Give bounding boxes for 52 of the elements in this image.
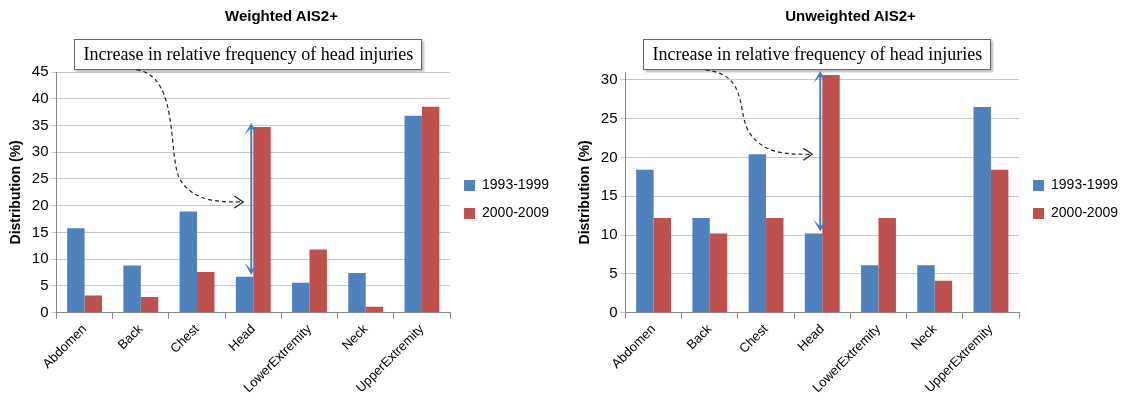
bar (123, 265, 141, 313)
bar (235, 276, 254, 313)
legend-label: 1993-1999 (482, 176, 550, 193)
bar (636, 169, 654, 313)
y-tick-label: 30 (600, 69, 618, 87)
text: Increase in relative frequency of head injuries (643, 39, 992, 70)
bar (67, 228, 85, 313)
y-tick-label: 5 (609, 263, 618, 281)
y-tick-label: 10 (600, 225, 618, 243)
bar (140, 297, 159, 313)
y-tick-label: 15 (31, 222, 49, 240)
y-tick-label: 10 (31, 249, 49, 267)
y-tick-label: 0 (609, 302, 618, 320)
bar (766, 217, 784, 313)
bar (404, 115, 422, 313)
bar (179, 211, 198, 313)
bar (197, 271, 215, 313)
bar (365, 306, 384, 313)
bar (878, 217, 896, 313)
y-tick-label: 25 (600, 108, 618, 126)
bar (309, 249, 327, 313)
y-tick-label: 35 (31, 115, 49, 133)
y-tick-label: 30 (31, 142, 49, 160)
y-tick-label: 45 (31, 62, 49, 80)
bar (934, 280, 953, 313)
bar (990, 169, 1009, 313)
bar (917, 265, 935, 313)
y-tick-label: 15 (600, 186, 618, 204)
bar (653, 217, 672, 313)
legend-label: 2000-2009 (482, 204, 550, 221)
bar (84, 295, 103, 313)
y-tick-label: 25 (31, 169, 49, 187)
bar (692, 217, 710, 313)
y-axis-title: Distribution (%) (7, 140, 24, 245)
y-tick-label: 0 (40, 302, 49, 320)
bar (861, 265, 879, 313)
bar (348, 273, 366, 313)
y-tick-label: 40 (31, 88, 49, 106)
bar (748, 154, 767, 313)
y-tick-label: 20 (600, 147, 618, 165)
legend-label: 2000-2009 (1051, 204, 1119, 221)
bar (292, 282, 310, 313)
bar (709, 233, 728, 313)
y-tick-label: 5 (40, 276, 49, 294)
y-axis-title: Distribution (%) (576, 140, 593, 245)
chart-title: Weighted AIS2+ (225, 7, 339, 25)
y-tick-label: 20 (31, 195, 49, 213)
legend-label: 1993-1999 (1051, 176, 1119, 193)
bar (973, 106, 991, 313)
bar (421, 106, 440, 313)
text: Increase in relative frequency of head injuries (74, 39, 423, 70)
chart-title: Unweighted AIS2+ (785, 7, 917, 25)
